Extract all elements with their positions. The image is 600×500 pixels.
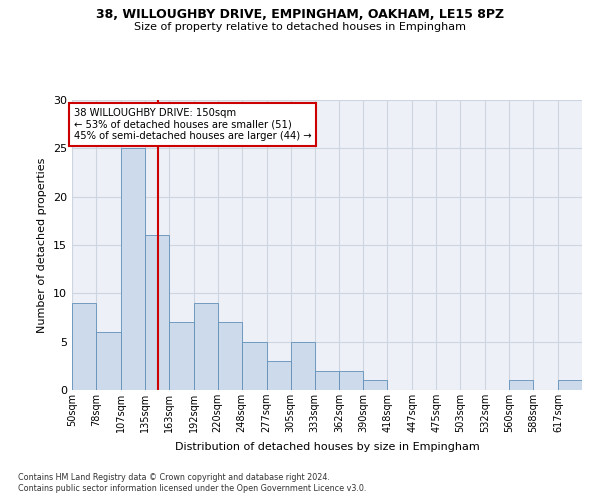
Text: Distribution of detached houses by size in Empingham: Distribution of detached houses by size …: [175, 442, 479, 452]
Bar: [340, 370, 364, 390]
Text: 38 WILLOUGHBY DRIVE: 150sqm
← 53% of detached houses are smaller (51)
45% of sem: 38 WILLOUGHBY DRIVE: 150sqm ← 53% of det…: [74, 108, 311, 141]
Bar: [121, 148, 145, 390]
Bar: [558, 380, 582, 390]
Bar: [242, 342, 266, 390]
Bar: [96, 332, 121, 390]
Bar: [290, 342, 314, 390]
Y-axis label: Number of detached properties: Number of detached properties: [37, 158, 47, 332]
Bar: [72, 303, 96, 390]
Bar: [266, 361, 290, 390]
Bar: [314, 370, 340, 390]
Bar: [194, 303, 218, 390]
Bar: [364, 380, 388, 390]
Text: Size of property relative to detached houses in Empingham: Size of property relative to detached ho…: [134, 22, 466, 32]
Text: Contains HM Land Registry data © Crown copyright and database right 2024.: Contains HM Land Registry data © Crown c…: [18, 472, 330, 482]
Bar: [509, 380, 533, 390]
Bar: [145, 236, 169, 390]
Bar: [169, 322, 194, 390]
Text: Contains public sector information licensed under the Open Government Licence v3: Contains public sector information licen…: [18, 484, 367, 493]
Bar: [218, 322, 242, 390]
Text: 38, WILLOUGHBY DRIVE, EMPINGHAM, OAKHAM, LE15 8PZ: 38, WILLOUGHBY DRIVE, EMPINGHAM, OAKHAM,…: [96, 8, 504, 20]
